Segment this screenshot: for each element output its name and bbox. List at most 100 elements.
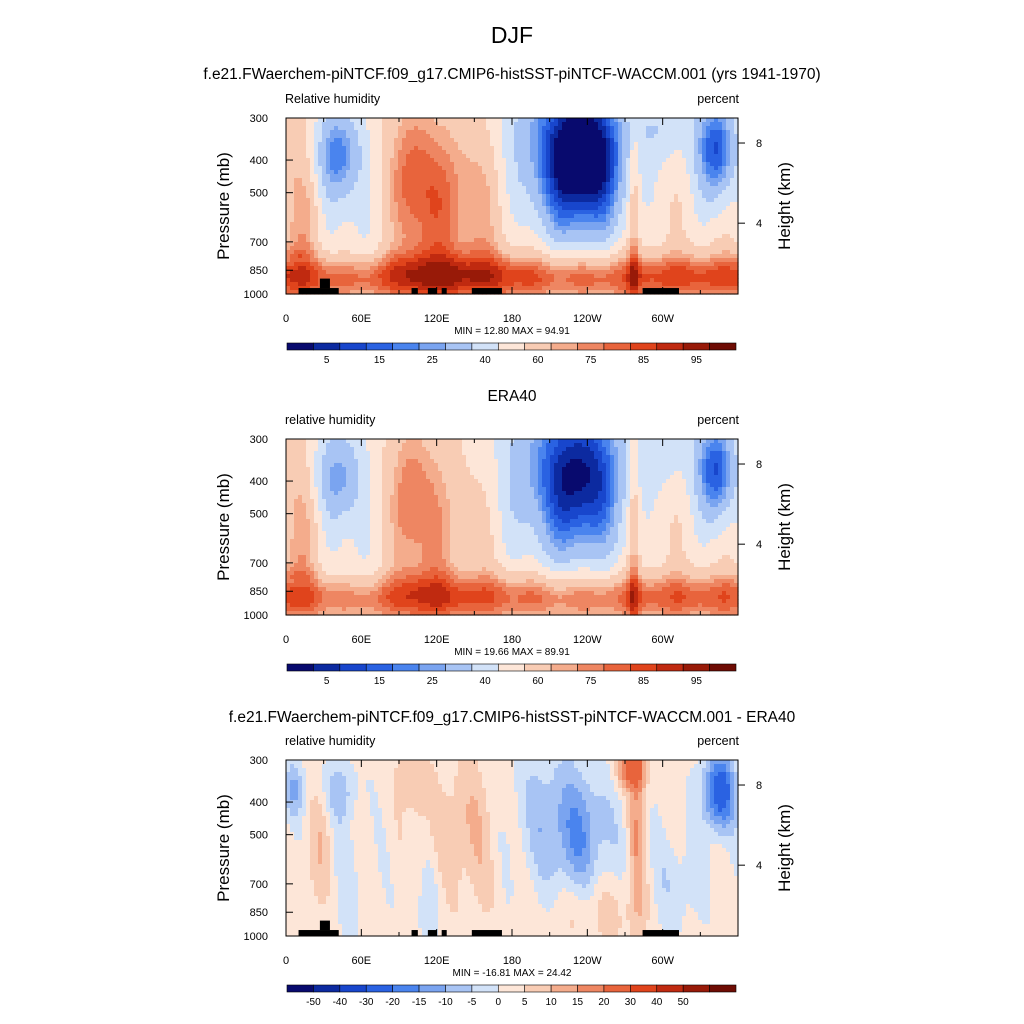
colorbar-swatch (419, 664, 445, 671)
y-tick-label: 700 (250, 558, 268, 570)
terrain-block (442, 930, 447, 936)
variable-label: relative humidity (285, 734, 376, 748)
y-tick-label: 1000 (244, 610, 268, 622)
colorbar-swatch (604, 985, 630, 992)
y-axis-label: Pressure (mb) (214, 794, 233, 902)
min-max-stats: MIN = 19.66 MAX = 89.91 (454, 647, 570, 658)
colorbar-swatch (340, 343, 366, 350)
field-model (286, 118, 739, 295)
x-tick-label: 0 (283, 634, 289, 646)
y-tick-label: 400 (250, 476, 268, 488)
colorbar-label: 85 (638, 676, 650, 687)
colorbar-swatch (525, 664, 551, 671)
colorbar-label: -15 (412, 997, 427, 1008)
units-label: percent (697, 734, 739, 748)
colorbar-label: 15 (374, 355, 386, 366)
y-tick-label: 400 (250, 797, 268, 809)
colorbar-swatch (551, 664, 577, 671)
colorbar-swatch (710, 664, 736, 671)
colorbar-swatch (578, 343, 604, 350)
colorbar: -50 -40 -30 -20 -15 -10 -5 0 5 10 15 20 30 40 50 (287, 985, 736, 1008)
right-tick-label: 4 (756, 539, 762, 551)
min-max-stats: MIN = 12.80 MAX = 94.91 (454, 326, 570, 337)
y-tick-label: 1000 (244, 931, 268, 943)
colorbar-label: -40 (333, 997, 348, 1008)
terrain-block (428, 288, 437, 294)
colorbar-swatch (630, 985, 656, 992)
x-tick-label: 60E (352, 313, 372, 325)
colorbar-swatch (472, 985, 498, 992)
colorbar-swatch (366, 985, 392, 992)
right-tick-label: 8 (756, 459, 762, 471)
right-axis-label: Height (km) (775, 804, 794, 892)
colorbar-label: 95 (691, 676, 703, 687)
right-axis-label: Height (km) (775, 483, 794, 571)
colorbar-swatch (366, 664, 392, 671)
units-label: percent (697, 92, 739, 106)
y-tick-label: 300 (250, 113, 268, 125)
colorbar-swatch (445, 985, 471, 992)
model-panel: Relative humidity percent3004005007008501… (214, 92, 794, 366)
colorbar-swatch (525, 985, 551, 992)
terrain-block (320, 921, 330, 930)
right-axis-label: Height (km) (775, 162, 794, 250)
colorbar-swatch (419, 343, 445, 350)
x-tick-label: 120W (573, 955, 602, 967)
min-max-stats: MIN = -16.81 MAX = 24.42 (453, 968, 572, 979)
right-tick-label: 4 (756, 860, 762, 872)
x-tick-label: 0 (283, 955, 289, 967)
colorbar-swatch (287, 985, 313, 992)
colorbar-swatch (313, 985, 339, 992)
colorbar-swatch (472, 343, 498, 350)
terrain-block (412, 930, 418, 936)
colorbar-swatch (525, 343, 551, 350)
colorbar-label: 0 (496, 997, 502, 1008)
right-tick-label: 8 (756, 138, 762, 150)
y-tick-label: 1000 (244, 289, 268, 301)
x-tick-label: 120E (424, 313, 450, 325)
colorbar-swatch (630, 343, 656, 350)
colorbar-label: 75 (585, 355, 597, 366)
colorbar-swatch (683, 664, 709, 671)
colorbar-swatch (630, 664, 656, 671)
colorbar-label: 5 (324, 355, 330, 366)
colorbar-label: 60 (532, 676, 544, 687)
colorbar-label: 50 (678, 997, 690, 1008)
terrain-block (320, 279, 330, 288)
x-tick-label: 60E (352, 955, 372, 967)
colorbar-swatch (710, 343, 736, 350)
x-tick-label: 120W (573, 313, 602, 325)
y-tick-label: 700 (250, 237, 268, 249)
colorbar-swatch (498, 985, 524, 992)
y-tick-label: 300 (250, 434, 268, 446)
colorbar-label: -30 (359, 997, 374, 1008)
colorbar-label: 5 (324, 676, 330, 687)
colorbar-label: 10 (546, 997, 558, 1008)
y-tick-label: 500 (250, 830, 268, 842)
colorbar-label: 75 (585, 676, 597, 687)
y-tick-label: 500 (250, 509, 268, 521)
obs-title: ERA40 (487, 388, 536, 405)
colorbar-swatch (657, 664, 683, 671)
colorbar-label: 40 (651, 997, 663, 1008)
field-obs (286, 439, 739, 616)
x-tick-label: 120E (424, 634, 450, 646)
x-tick-label: 0 (283, 313, 289, 325)
y-axis-label: Pressure (mb) (214, 473, 233, 581)
terrain-block (472, 930, 502, 936)
colorbar-label: 25 (427, 355, 439, 366)
obs-panel: relative humidity percent3004005007008501… (214, 413, 794, 687)
units-label: percent (697, 413, 739, 427)
colorbar-label: 20 (598, 997, 610, 1008)
colorbar-swatch (340, 664, 366, 671)
colorbar-label: 95 (691, 355, 703, 366)
colorbar: 5 15 25 40 60 75 85 95 (287, 664, 736, 687)
colorbar-label: -50 (306, 997, 321, 1008)
colorbar-label: 60 (532, 355, 544, 366)
x-tick-label: 180 (503, 955, 521, 967)
x-tick-label: 60W (651, 634, 674, 646)
x-tick-label: 120W (573, 634, 602, 646)
colorbar-swatch (393, 343, 419, 350)
x-tick-label: 60W (651, 313, 674, 325)
